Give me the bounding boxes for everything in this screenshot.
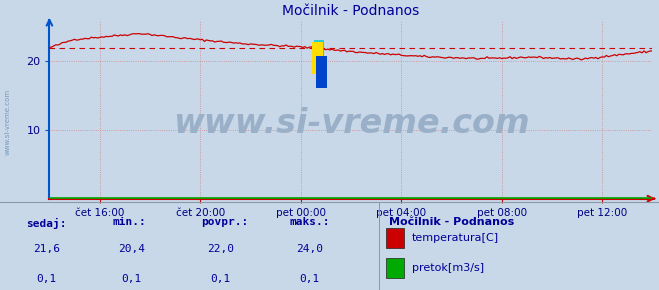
Text: temperatura[C]: temperatura[C] (412, 233, 499, 243)
Text: maks.:: maks.: (290, 218, 330, 227)
Text: 0,1: 0,1 (300, 274, 320, 284)
Text: 24,0: 24,0 (297, 244, 323, 254)
FancyBboxPatch shape (312, 42, 322, 74)
FancyBboxPatch shape (386, 228, 404, 248)
Text: sedaj:: sedaj: (26, 218, 67, 229)
Text: 22,0: 22,0 (208, 244, 234, 254)
Text: 0,1: 0,1 (36, 274, 56, 284)
FancyBboxPatch shape (316, 56, 327, 88)
Text: 0,1: 0,1 (211, 274, 231, 284)
Text: povpr.:: povpr.: (201, 218, 248, 227)
Text: www.si-vreme.com: www.si-vreme.com (5, 89, 11, 155)
Text: www.si-vreme.com: www.si-vreme.com (173, 107, 529, 140)
Text: 21,6: 21,6 (33, 244, 59, 254)
Text: 0,1: 0,1 (122, 274, 142, 284)
Text: min.:: min.: (112, 218, 146, 227)
Text: 20,4: 20,4 (119, 244, 145, 254)
FancyBboxPatch shape (314, 40, 324, 72)
Text: Močilnik - Podnanos: Močilnik - Podnanos (389, 218, 514, 227)
Text: pretok[m3/s]: pretok[m3/s] (412, 263, 484, 273)
FancyBboxPatch shape (386, 258, 404, 278)
Title: Močilnik - Podnanos: Močilnik - Podnanos (282, 4, 420, 18)
